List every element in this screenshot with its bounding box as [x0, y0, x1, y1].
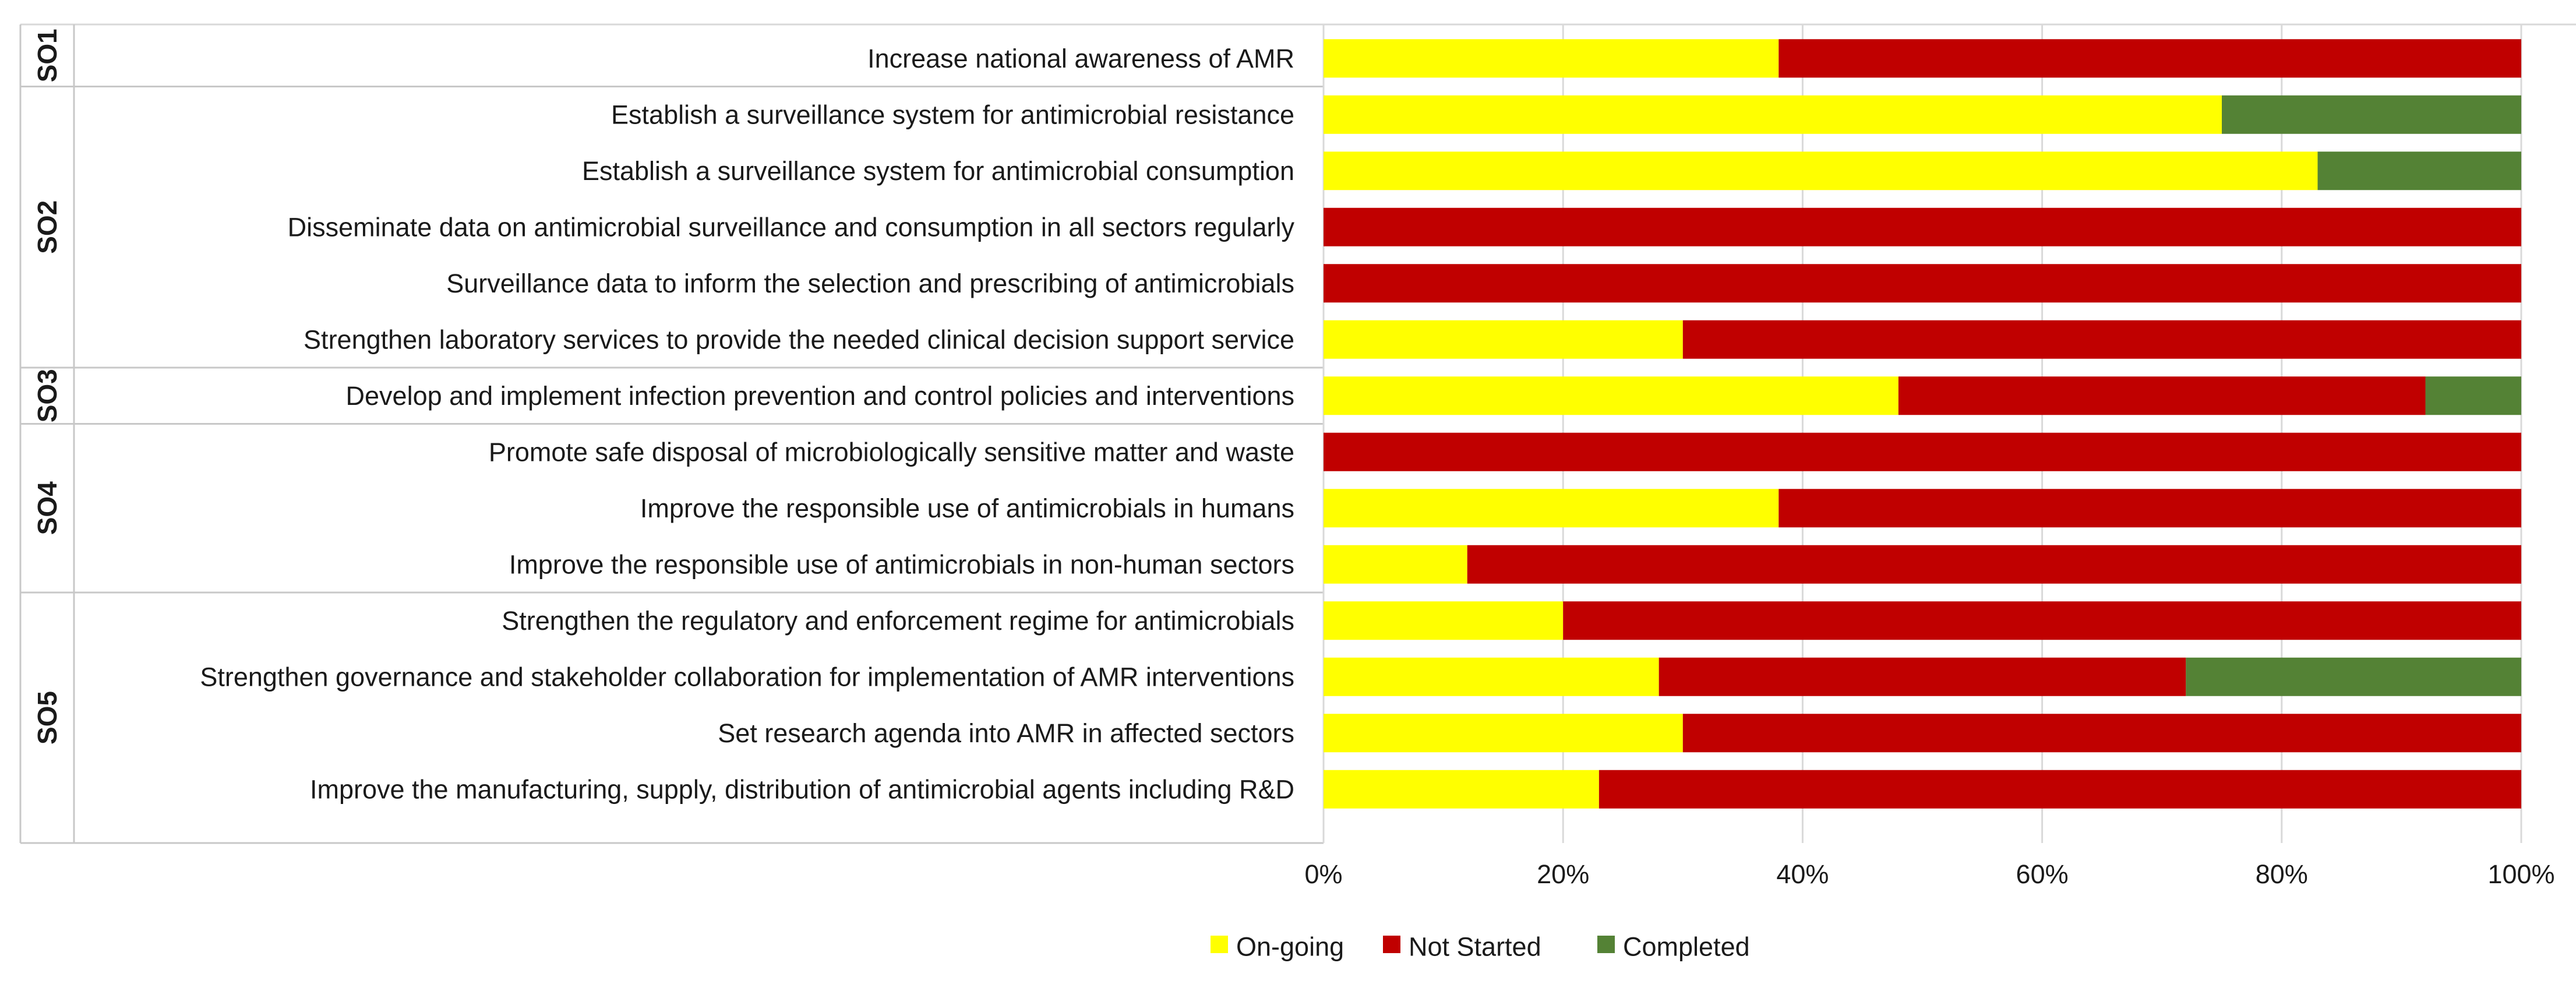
- category-label: Set research agenda into AMR in affected…: [718, 718, 1294, 748]
- category-table-lines: [19, 23, 2576, 844]
- group-label: SO4: [32, 481, 62, 535]
- bar-segment: [1324, 770, 1599, 809]
- category-label: Strengthen laboratory services to provid…: [304, 325, 1294, 354]
- bar-segment: [1658, 657, 2186, 696]
- category-label: Increase national awareness of AMR: [867, 44, 1294, 73]
- bar-segment: [1779, 39, 2521, 78]
- bar-segment: [1324, 39, 1779, 78]
- legend-swatch: [1383, 936, 1400, 953]
- category-label: Strengthen governance and stakeholder co…: [200, 662, 1294, 692]
- x-tick-label: 80%: [2256, 859, 2308, 889]
- bar-segment: [1324, 601, 1564, 640]
- category-labels: Increase national awareness of AMR Establ…: [200, 44, 1294, 805]
- bar-segment: [1779, 489, 2521, 528]
- category-label: Develop and implement infection preventi…: [346, 381, 1294, 411]
- x-axis-ticks: 0% 20% 40% 60% 80% 100%: [1304, 859, 2554, 889]
- bar-segment: [1324, 95, 2222, 134]
- bar-segment: [1324, 714, 1683, 753]
- bars: [1324, 39, 2521, 809]
- bar-segment: [2186, 657, 2521, 696]
- category-label: Establish a surveillance system for anti…: [582, 156, 1294, 186]
- bar-segment: [1598, 770, 2521, 809]
- x-tick-label: 0%: [1304, 859, 1342, 889]
- bar-segment: [1324, 657, 1659, 696]
- bar-segment: [1324, 376, 1899, 415]
- bar-segment: [1324, 432, 2521, 471]
- category-label: Promote safe disposal of microbiological…: [489, 437, 1294, 467]
- group-label: SO2: [32, 200, 62, 254]
- bar-segment: [2425, 376, 2521, 415]
- category-label: Establish a surveillance system for anti…: [611, 100, 1294, 129]
- legend-swatch: [1597, 936, 1615, 953]
- x-tick-label: 40%: [1776, 859, 1829, 889]
- bar-segment: [1682, 714, 2521, 753]
- bar-segment: [1324, 151, 2318, 191]
- category-label: Strengthen the regulatory and enforcemen…: [502, 606, 1294, 636]
- bar-segment: [1467, 545, 2521, 584]
- category-label: Improve the responsible use of antimicro…: [640, 493, 1294, 523]
- group-labels: SO1 SO2 SO3 SO4 SO5: [32, 29, 62, 745]
- legend: On-going Not Started Completed: [1211, 932, 1750, 962]
- legend-label: Not Started: [1409, 932, 1541, 962]
- category-label: Improve the manufacturing, supply, distr…: [310, 774, 1294, 804]
- bar-segment: [1682, 320, 2521, 359]
- bar-segment: [1324, 489, 1779, 528]
- bar-segment: [1563, 601, 2521, 640]
- group-label: SO1: [32, 29, 62, 82]
- bar-segment: [1324, 207, 2521, 246]
- x-tick-label: 20%: [1537, 859, 1589, 889]
- x-tick-label: 60%: [2016, 859, 2069, 889]
- x-tick-label: 100%: [2487, 859, 2554, 889]
- category-label: Surveillance data to inform the selectio…: [446, 269, 1294, 298]
- legend-swatch: [1211, 936, 1228, 953]
- bar-segment: [2317, 151, 2521, 191]
- bar-segment: [1898, 376, 2426, 415]
- legend-label: On-going: [1236, 932, 1344, 962]
- group-label: SO5: [32, 691, 62, 745]
- bar-segment: [1324, 545, 1467, 584]
- bar-segment: [2222, 95, 2521, 134]
- category-label: Improve the responsible use of antimicro…: [509, 549, 1294, 579]
- category-label: Disseminate data on antimicrobial survei…: [288, 212, 1295, 242]
- bar-segment: [1324, 264, 2521, 303]
- group-label: SO3: [32, 369, 62, 422]
- bar-segment: [1324, 320, 1683, 359]
- legend-label: Completed: [1623, 932, 1750, 962]
